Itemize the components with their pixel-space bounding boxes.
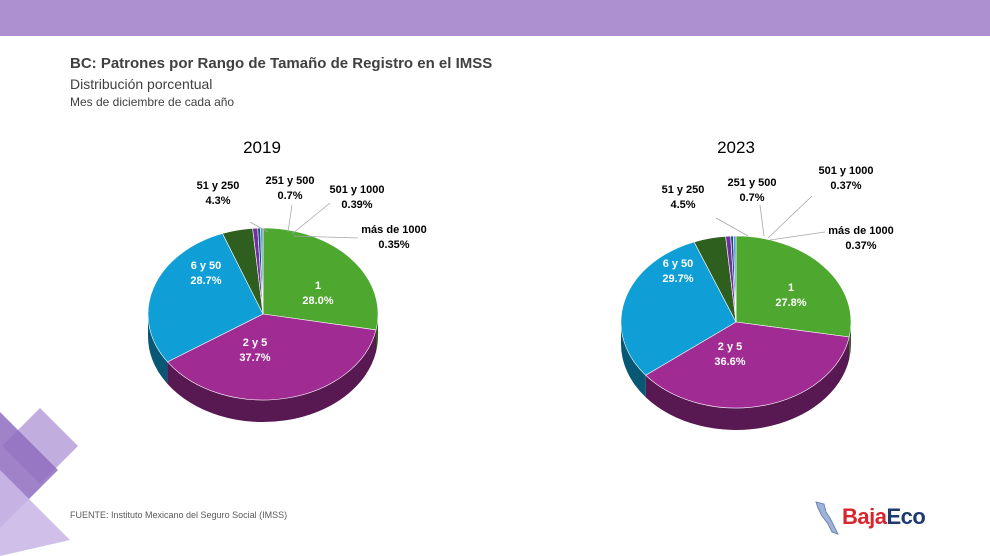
pie-title: 2019 — [243, 138, 281, 157]
slice-value: 0.35% — [378, 239, 409, 251]
slice-label: 1 — [315, 280, 321, 292]
pie-slice-2 y 5 — [645, 321, 850, 409]
slice-label: 251 y 500 — [266, 175, 315, 187]
pie-side-2 y 5 — [645, 336, 850, 431]
chart-subtitle-period: Mes de diciembre de cada año — [70, 95, 235, 109]
top-band — [0, 0, 990, 36]
logo-text: BajaEco — [842, 504, 926, 530]
leader-line — [249, 221, 269, 233]
pie-side-2 y 5 — [167, 329, 377, 422]
slice-value: 0.37% — [845, 240, 876, 252]
pie-title: 2023 — [717, 138, 755, 157]
slice-value: 36.6% — [714, 356, 745, 368]
slice-value: 28.0% — [302, 295, 333, 307]
pie-slice-6 y 50 — [620, 241, 737, 376]
slice-value: 37.7% — [239, 352, 270, 364]
pie-slice-1 — [262, 227, 379, 331]
slice-label: más de 1000 — [828, 225, 893, 237]
leader-line — [287, 204, 293, 233]
slice-label: 501 y 1000 — [329, 184, 384, 196]
pie-chart-2019: 2019 1 28.0% 2 y 5 37.7% 6 y 50 28.7% 51 y 250 4… — [147, 138, 427, 422]
leader-line — [293, 235, 359, 239]
slice-label: 2 y 5 — [718, 341, 742, 353]
pie-chart-2023: 2023 1 27.8% 2 y 5 36.6% 6 y 50 29.7% 51 y 250 4… — [620, 138, 894, 431]
slice-label: 51 y 250 — [197, 180, 240, 192]
slice-value: 4.5% — [670, 199, 695, 211]
leader-line — [759, 204, 765, 237]
bajaeco-logo: BajaEco — [812, 498, 952, 538]
slice-label: 501 y 1000 — [818, 165, 873, 177]
slice-value: 0.39% — [341, 199, 372, 211]
slice-value: 0.37% — [830, 180, 861, 192]
slice-value: 0.7% — [277, 190, 302, 202]
slice-value: 0.7% — [739, 192, 764, 204]
slice-value: 27.8% — [775, 297, 806, 309]
pie-side-6 y 50 — [620, 322, 646, 398]
pie-slice-más de 1000 — [733, 235, 737, 323]
slice-label: 6 y 50 — [191, 260, 222, 272]
pie-slice-2 y 5 — [166, 313, 377, 401]
pie-slice-6 y 50 — [147, 233, 264, 363]
logo-text-baja: Baja — [842, 504, 887, 529]
slice-label: 51 y 250 — [662, 184, 705, 196]
chart-subtitle: Distribución porcentual — [70, 76, 213, 92]
slice-label: 251 y 500 — [728, 177, 777, 189]
slice-label: 1 — [788, 282, 794, 294]
leader-line — [767, 195, 813, 239]
slice-label: 2 y 5 — [243, 337, 267, 349]
map-icon — [815, 501, 839, 535]
pie-slice-1 — [735, 235, 852, 338]
source-note: FUENTE: Instituto Mexicano del Seguro So… — [70, 510, 288, 520]
slice-value: 28.7% — [190, 275, 221, 287]
leader-line — [769, 231, 826, 241]
logo-text-eco: Eco — [886, 504, 926, 529]
slice-value: 29.7% — [662, 273, 693, 285]
slice-label: 6 y 50 — [663, 258, 694, 270]
slice-label: más de 1000 — [361, 224, 426, 236]
leader-line — [715, 217, 749, 237]
chart-title: BC: Patrones por Rango de Tamaño de Regi… — [70, 55, 493, 72]
leader-line — [291, 202, 331, 235]
slice-value: 4.3% — [205, 195, 230, 207]
